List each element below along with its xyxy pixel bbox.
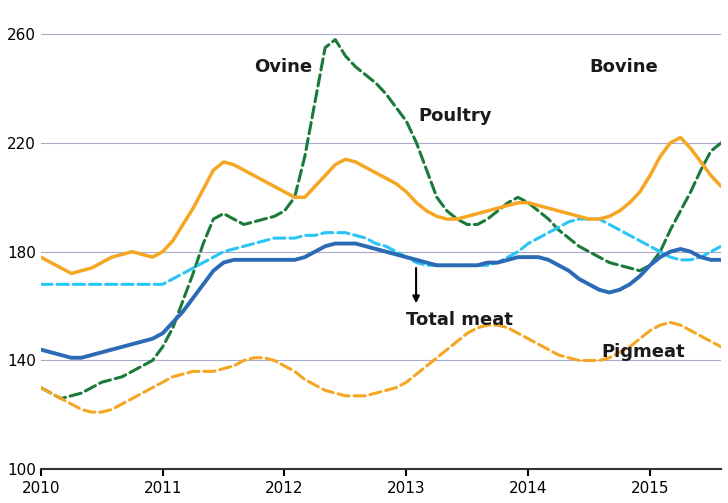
Text: Pigmeat: Pigmeat xyxy=(601,344,685,361)
Text: Ovine: Ovine xyxy=(254,58,312,76)
Text: Poultry: Poultry xyxy=(419,107,492,125)
Text: Total meat: Total meat xyxy=(406,311,513,328)
Text: Bovine: Bovine xyxy=(589,58,658,76)
